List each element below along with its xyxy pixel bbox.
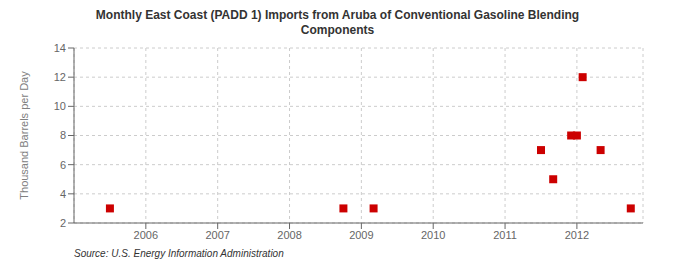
html-text:Monthly East Coast (PADD 1) Im: Monthly East Coast (PADD 1) Imports from…	[95, 8, 580, 22]
svg-text:6: 6	[60, 159, 66, 171]
svg-text:2012: 2012	[565, 229, 589, 241]
svg-text:2: 2	[60, 217, 66, 229]
svg-text:2007: 2007	[205, 229, 229, 241]
svg-text:2008: 2008	[277, 229, 301, 241]
svg-text:12: 12	[54, 71, 66, 83]
html-text:Source: U.S. Energy Informatio: Source: U.S. Energy Information Administ…	[74, 248, 284, 259]
svg-text:14: 14	[54, 42, 66, 54]
svg-text:4: 4	[60, 188, 66, 200]
html-text:Components: Components	[300, 23, 375, 37]
svg-text:2006: 2006	[134, 229, 158, 241]
svg-text:2009: 2009	[349, 229, 373, 241]
svg-text:10: 10	[54, 100, 66, 112]
svg-text:Thousand Barrels per Day: Thousand Barrels per Day	[18, 71, 30, 200]
svg-text:8: 8	[60, 129, 66, 141]
svg-text:2011: 2011	[493, 229, 517, 241]
svg-text:2010: 2010	[421, 229, 445, 241]
